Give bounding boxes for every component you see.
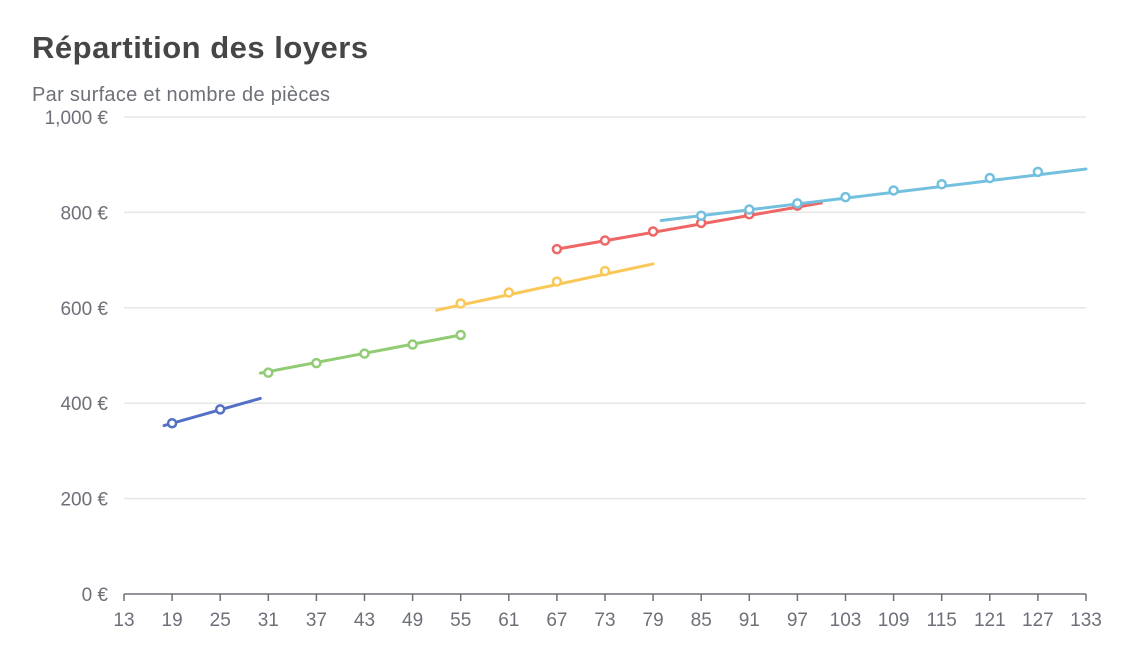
- x-tick: 37: [306, 610, 327, 631]
- x-tick: 85: [691, 610, 712, 631]
- data-point[interactable]: [455, 298, 466, 309]
- data-point[interactable]: [455, 329, 466, 341]
- series-5: [659, 166, 1088, 223]
- x-tick-label: 91: [739, 610, 760, 631]
- data-point[interactable]: [214, 404, 226, 415]
- x-tick: 13: [113, 610, 134, 631]
- x-tick-label: 31: [258, 610, 279, 631]
- y-tick-label: 1,000 €: [45, 108, 109, 129]
- data-point[interactable]: [311, 357, 322, 369]
- x-tick: 25: [210, 610, 231, 631]
- x-tick-label: 103: [830, 610, 862, 631]
- series-3: [435, 262, 655, 312]
- x-tick-label: 19: [162, 610, 183, 631]
- x-tick-label: 25: [210, 610, 231, 631]
- data-point[interactable]: [551, 276, 563, 287]
- x-tick: 91: [739, 610, 760, 631]
- x-tick: 55: [450, 610, 471, 631]
- x-tick: 97: [787, 610, 808, 631]
- grid-lines: [124, 116, 1086, 500]
- x-tick: 115: [927, 610, 957, 631]
- data-point[interactable]: [407, 339, 418, 350]
- data-point[interactable]: [1032, 166, 1044, 178]
- x-tick: 73: [594, 610, 615, 631]
- x-tick-label: 121: [974, 610, 1006, 631]
- x-tick: 67: [546, 610, 567, 631]
- series-line: [162, 396, 262, 428]
- data-point[interactable]: [166, 417, 178, 429]
- data-point[interactable]: [599, 265, 611, 277]
- x-tick: 103: [830, 610, 862, 631]
- x-axis: 13 19 25 31 37 43 49 55 61 67 73 79 85 91 97 103 109 115 1…: [113, 593, 1102, 631]
- y-tick: 400 €: [60, 394, 108, 415]
- y-tick: 200 €: [60, 490, 108, 511]
- data-point[interactable]: [263, 367, 274, 378]
- x-tick: 61: [498, 610, 519, 631]
- data-point[interactable]: [503, 287, 515, 298]
- x-tick: 19: [162, 610, 183, 631]
- x-tick-label: 67: [546, 610, 567, 631]
- x-tick-label: 37: [306, 610, 327, 631]
- x-tick: 49: [402, 610, 423, 631]
- data-point[interactable]: [599, 235, 611, 246]
- x-tick-label: 127: [1022, 610, 1054, 631]
- chart-subtitle: Par surface et nombre de pièces: [32, 84, 331, 106]
- x-tick-label: 97: [787, 610, 808, 631]
- chart-title: Répartition des loyers: [32, 30, 369, 65]
- series-line: [555, 201, 823, 251]
- data-point[interactable]: [695, 210, 707, 221]
- x-tick-label: 49: [402, 610, 423, 631]
- x-tick-label: 73: [594, 610, 615, 631]
- x-tick-label: 13: [113, 610, 134, 631]
- x-tick-label: 109: [878, 610, 910, 631]
- y-tick-label: 200 €: [60, 490, 108, 511]
- x-tick-label: 61: [498, 610, 519, 631]
- x-tick-label: 43: [354, 610, 375, 631]
- x-tick-label: 55: [450, 610, 471, 631]
- y-tick-label: 600 €: [60, 299, 108, 320]
- x-tick: 133: [1070, 610, 1102, 631]
- data-point[interactable]: [888, 185, 899, 196]
- x-tick: 43: [354, 610, 375, 631]
- y-tick-label: 0 €: [82, 585, 109, 606]
- data-point[interactable]: [359, 348, 370, 359]
- y-tick: 600 €: [60, 299, 108, 320]
- series-1: [162, 396, 262, 429]
- x-tick-label: 133: [1070, 610, 1102, 631]
- series-line: [659, 167, 1088, 223]
- data-point[interactable]: [984, 172, 996, 184]
- series-line: [435, 262, 655, 312]
- y-tick: 0 €: [82, 585, 109, 606]
- y-axis: 0 € 200 € 400 € 600 € 800 € 1,000 €: [45, 108, 109, 606]
- x-tick: 121: [974, 610, 1006, 631]
- x-tick: 31: [258, 610, 279, 631]
- data-point[interactable]: [647, 226, 659, 237]
- series-4: [551, 200, 823, 255]
- x-tick: 109: [878, 610, 910, 631]
- data-point[interactable]: [840, 191, 851, 203]
- y-tick-label: 800 €: [60, 203, 108, 224]
- data-point[interactable]: [744, 204, 755, 215]
- x-tick-label: 115: [927, 610, 957, 631]
- data-point[interactable]: [551, 243, 563, 255]
- series-group: [162, 166, 1088, 429]
- data-point[interactable]: [936, 179, 947, 190]
- data-point[interactable]: [792, 198, 803, 209]
- series-2: [258, 329, 466, 378]
- y-tick: 800 €: [60, 203, 108, 224]
- y-tick: 1,000 €: [45, 108, 109, 129]
- x-tick: 79: [643, 610, 664, 631]
- x-tick: 127: [1022, 610, 1054, 631]
- y-tick-label: 400 €: [60, 394, 108, 415]
- x-tick-label: 79: [643, 610, 664, 631]
- x-tick-label: 85: [691, 610, 712, 631]
